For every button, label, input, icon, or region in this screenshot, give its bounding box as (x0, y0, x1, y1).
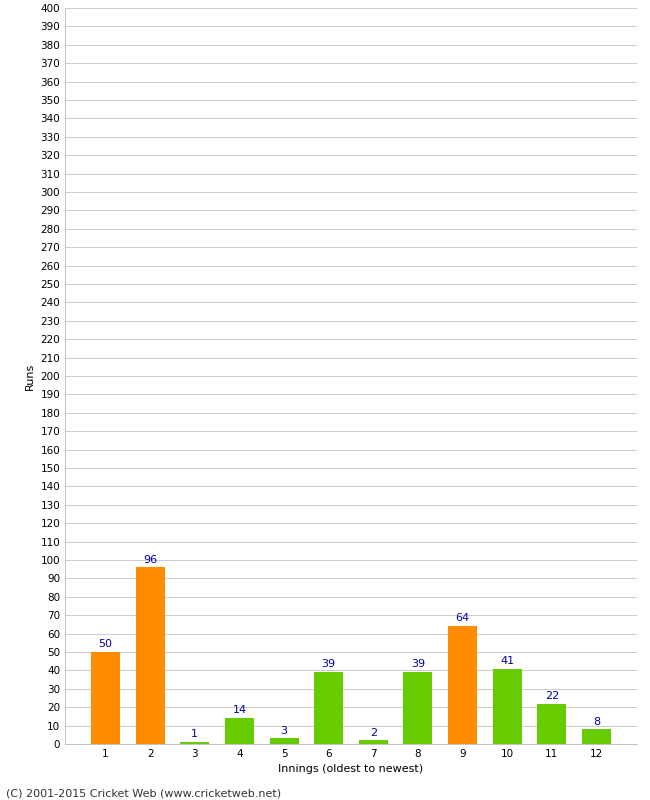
Bar (136, 567, 164, 744)
Text: 39: 39 (322, 659, 336, 670)
Bar (91, 652, 120, 744)
Text: 39: 39 (411, 659, 425, 670)
Bar (493, 669, 522, 744)
Bar (404, 672, 432, 744)
Text: 41: 41 (500, 656, 514, 666)
Bar (180, 742, 209, 744)
Text: 1: 1 (191, 730, 198, 739)
Text: 64: 64 (456, 614, 470, 623)
Y-axis label: Runs: Runs (25, 362, 35, 390)
Bar (314, 672, 343, 744)
Bar (359, 740, 388, 744)
X-axis label: Innings (oldest to newest): Innings (oldest to newest) (278, 765, 424, 774)
Text: 2: 2 (370, 727, 377, 738)
Bar (270, 738, 298, 744)
Text: 22: 22 (545, 690, 559, 701)
Text: 3: 3 (281, 726, 287, 736)
Bar (538, 703, 566, 744)
Bar (582, 730, 611, 744)
Text: 50: 50 (99, 639, 112, 650)
Text: 8: 8 (593, 717, 600, 726)
Text: 96: 96 (143, 554, 157, 565)
Bar (225, 718, 254, 744)
Text: (C) 2001-2015 Cricket Web (www.cricketweb.net): (C) 2001-2015 Cricket Web (www.cricketwe… (6, 788, 281, 798)
Bar (448, 626, 477, 744)
Text: 14: 14 (232, 706, 246, 715)
